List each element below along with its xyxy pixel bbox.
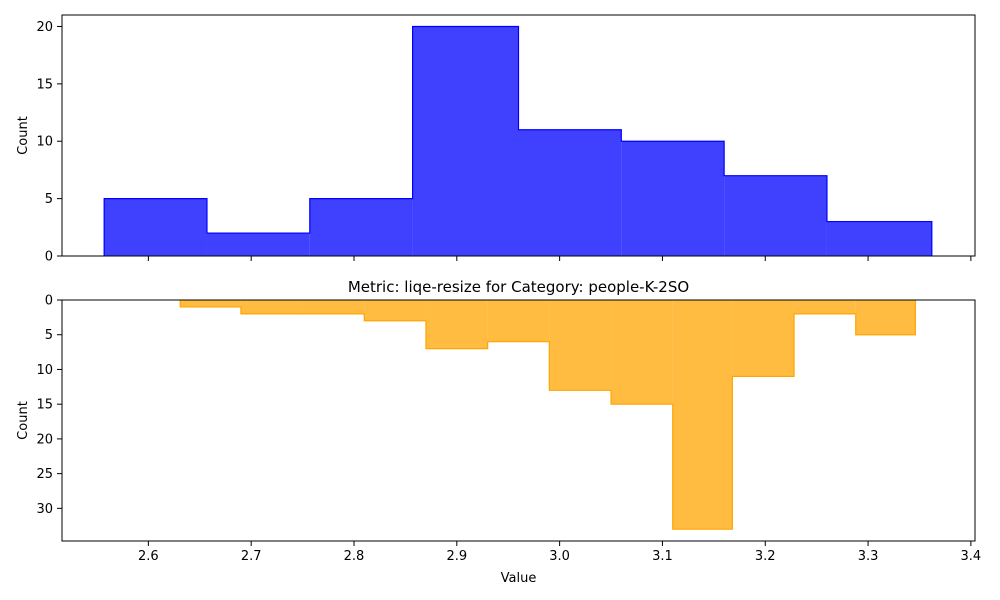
top-histogram-panel: 0 5 10 15 20 Count	[16, 14, 976, 265]
bottom-x-tick-label: 2.7	[241, 549, 262, 564]
top-bars	[104, 26, 932, 256]
bottom-bar	[302, 300, 365, 314]
top-y-tick-label: 20	[36, 20, 53, 35]
bottom-y-tick-label: 5	[45, 328, 53, 343]
bottom-x-tick-label: 3.3	[858, 549, 879, 564]
bottom-bar	[180, 300, 241, 307]
bottom-axes-frame	[61, 299, 976, 542]
top-bar	[206, 233, 310, 256]
top-bar	[724, 175, 827, 256]
top-y-axis-title: Count	[16, 116, 31, 155]
top-y-tick-label: 15	[36, 77, 53, 92]
bottom-chart-title: Metric: liqe-resize for Category: people…	[348, 278, 689, 296]
top-bar	[104, 198, 207, 256]
bottom-x-tick-label: 2.6	[138, 549, 159, 564]
bottom-x-tick-label: 3.1	[652, 549, 673, 564]
top-bar	[621, 141, 725, 256]
top-bar	[309, 198, 413, 256]
bottom-bar	[855, 300, 916, 335]
bottom-x-tick-label: 3.2	[755, 549, 776, 564]
bottom-y-tick-label: 20	[36, 432, 53, 447]
bottom-histogram-panel: 0 5 10 15 20 25 30 2.6 2.7 2.8 2.9 3.0 3.1 3.2 3.3 3.4 C…	[16, 278, 981, 586]
top-y-tick-label: 0	[45, 250, 53, 265]
bottom-y-tick-label: 10	[36, 363, 53, 378]
top-y-tick-label: 5	[45, 192, 53, 207]
bottom-bar	[549, 300, 612, 391]
top-axes-frame	[61, 14, 976, 257]
bottom-bar	[672, 300, 733, 530]
bottom-x-tick-label: 2.8	[344, 549, 365, 564]
bottom-x-axis-title: Value	[501, 571, 537, 586]
bottom-bar	[364, 300, 426, 321]
bottom-y-tick-label: 30	[36, 502, 53, 517]
bottom-bar	[487, 300, 550, 342]
bottom-y-axis-title: Count	[16, 401, 31, 440]
bottom-x-tick-label: 3.4	[961, 549, 982, 564]
bottom-x-tick-label: 2.9	[446, 549, 467, 564]
bottom-y-tick-label: 0	[45, 294, 53, 309]
bottom-x-tick-label: 3.0	[549, 549, 570, 564]
top-y-tick-label: 10	[36, 135, 53, 150]
bottom-bar	[425, 300, 488, 349]
bottom-bar	[611, 300, 673, 405]
bottom-bar	[240, 300, 303, 314]
bottom-bar	[732, 300, 795, 377]
top-step-outline	[103, 25, 933, 256]
top-bar	[412, 26, 519, 256]
bottom-step-outline	[179, 300, 916, 530]
bottom-y-tick-label: 25	[36, 467, 53, 482]
bottom-bars	[180, 300, 916, 530]
top-bar	[826, 221, 932, 256]
top-bar	[518, 129, 622, 256]
bottom-y-tick-label: 15	[36, 398, 53, 413]
bottom-bar	[794, 300, 856, 314]
